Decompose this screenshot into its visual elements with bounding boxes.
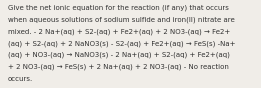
Text: Give the net ionic equation for the reaction (if any) that occurs: Give the net ionic equation for the reac… xyxy=(8,4,229,11)
Text: (aq) + S2-(aq) + 2 NaNO3(s) - S2-(aq) + Fe2+(aq) → FeS(s) -Na+: (aq) + S2-(aq) + 2 NaNO3(s) - S2-(aq) + … xyxy=(8,40,235,47)
Text: + 2 NO3-(aq) → FeS(s) + 2 Na+(aq) + 2 NO3-(aq) - No reaction: + 2 NO3-(aq) → FeS(s) + 2 Na+(aq) + 2 NO… xyxy=(8,64,229,70)
Text: (aq) + NO3-(aq) → NaNO3(s) - 2 Na+(aq) + S2-(aq) + Fe2+(aq): (aq) + NO3-(aq) → NaNO3(s) - 2 Na+(aq) +… xyxy=(8,52,230,58)
Text: mixed. - 2 Na+(aq) + S2-(aq) + Fe2+(aq) + 2 NO3-(aq) → Fe2+: mixed. - 2 Na+(aq) + S2-(aq) + Fe2+(aq) … xyxy=(8,28,230,35)
Text: when aqueous solutions of sodium sulfide and iron(II) nitrate are: when aqueous solutions of sodium sulfide… xyxy=(8,16,235,23)
Text: occurs.: occurs. xyxy=(8,76,33,82)
